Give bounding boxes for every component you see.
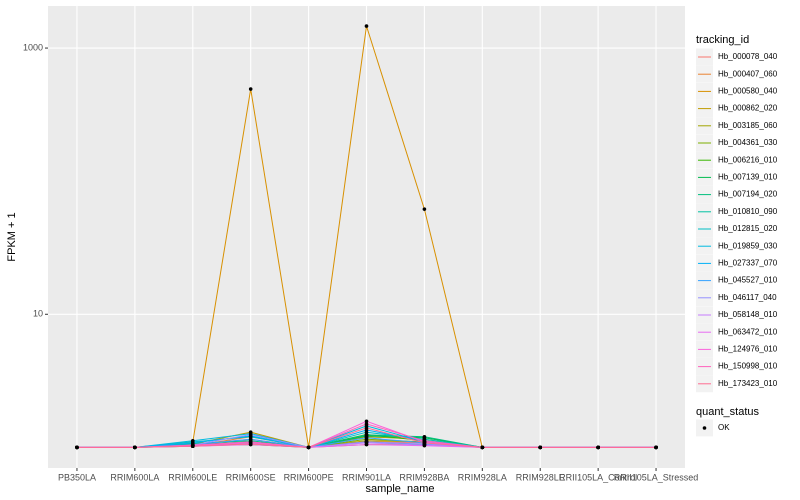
legend-label: Hb_046117_040 — [718, 293, 777, 302]
legend-label: Hb_006216_010 — [718, 155, 778, 164]
y-tick-label: 1000 — [23, 42, 43, 52]
data-point — [248, 87, 253, 91]
x-tick-label: RRII105LA_Control — [559, 472, 637, 482]
data-point — [75, 445, 79, 450]
x-tick-label: RRIM600LA — [110, 472, 159, 482]
x-tick-label: PB350LA — [58, 472, 96, 482]
data-point — [364, 436, 369, 440]
legend-label: Hb_007194_020 — [718, 190, 778, 199]
data-point — [133, 445, 137, 450]
legend-label: Hb_045527_010 — [718, 276, 778, 285]
data-point — [480, 445, 485, 450]
legend-label: Hb_007139_010 — [718, 173, 778, 182]
data-point — [190, 444, 195, 449]
legend-label: OK — [718, 423, 730, 432]
data-point — [422, 441, 427, 445]
x-tick-label: RRII105LA_Stressed — [614, 472, 699, 482]
data-point — [364, 24, 369, 28]
legend-label: Hb_010810_090 — [718, 207, 778, 216]
y-tick-label: 10 — [33, 309, 43, 319]
legend-label: Hb_027337_070 — [718, 259, 778, 268]
data-point — [364, 419, 369, 424]
legend-swatch — [702, 426, 707, 430]
x-tick-label: RRIM928LA — [458, 472, 507, 482]
data-point — [422, 435, 427, 439]
legend-label: Hb_150998_010 — [718, 362, 778, 371]
data-point — [422, 443, 427, 448]
data-point — [364, 433, 369, 437]
data-point — [538, 445, 543, 450]
legend-label: Hb_004361_030 — [718, 138, 778, 147]
data-point — [596, 445, 600, 450]
data-point — [248, 432, 253, 437]
legend-title: quant_status — [696, 406, 759, 418]
data-point — [248, 442, 253, 446]
data-point — [422, 207, 427, 211]
y-axis-title: FPKM + 1 — [6, 212, 18, 261]
x-axis-title: sample_name — [365, 483, 434, 495]
legend-label: Hb_124976_010 — [718, 345, 778, 354]
data-point — [364, 422, 369, 426]
legend-label: Hb_003185_060 — [718, 121, 778, 130]
legend-label: Hb_000078_040 — [718, 52, 778, 61]
legend-label: Hb_019859_030 — [718, 241, 778, 250]
data-point — [364, 426, 369, 430]
legend-label: Hb_012815_020 — [718, 224, 778, 233]
data-point — [306, 445, 311, 450]
x-tick-label: RRIM600PE — [284, 472, 334, 482]
legend-label: Hb_173423_010 — [718, 379, 778, 388]
legend-label: Hb_058148_010 — [718, 310, 778, 319]
legend-label: Hb_000407_060 — [718, 69, 778, 78]
legend-title: tracking_id — [696, 34, 749, 46]
x-tick-label: RRIM600LE — [168, 472, 217, 482]
legend-label: Hb_000862_020 — [718, 104, 778, 113]
legend-label: Hb_063472_010 — [718, 327, 778, 336]
x-tick-label: RRIM928BA — [399, 472, 449, 482]
data-point — [248, 437, 253, 442]
x-tick-label: RRIM928LE — [516, 472, 565, 482]
legend-label: Hb_000580_040 — [718, 87, 778, 96]
data-point — [364, 442, 369, 447]
x-tick-label: RRIM600SE — [226, 472, 276, 482]
data-point — [654, 445, 658, 450]
x-tick-label: RRIM901LA — [342, 472, 391, 482]
